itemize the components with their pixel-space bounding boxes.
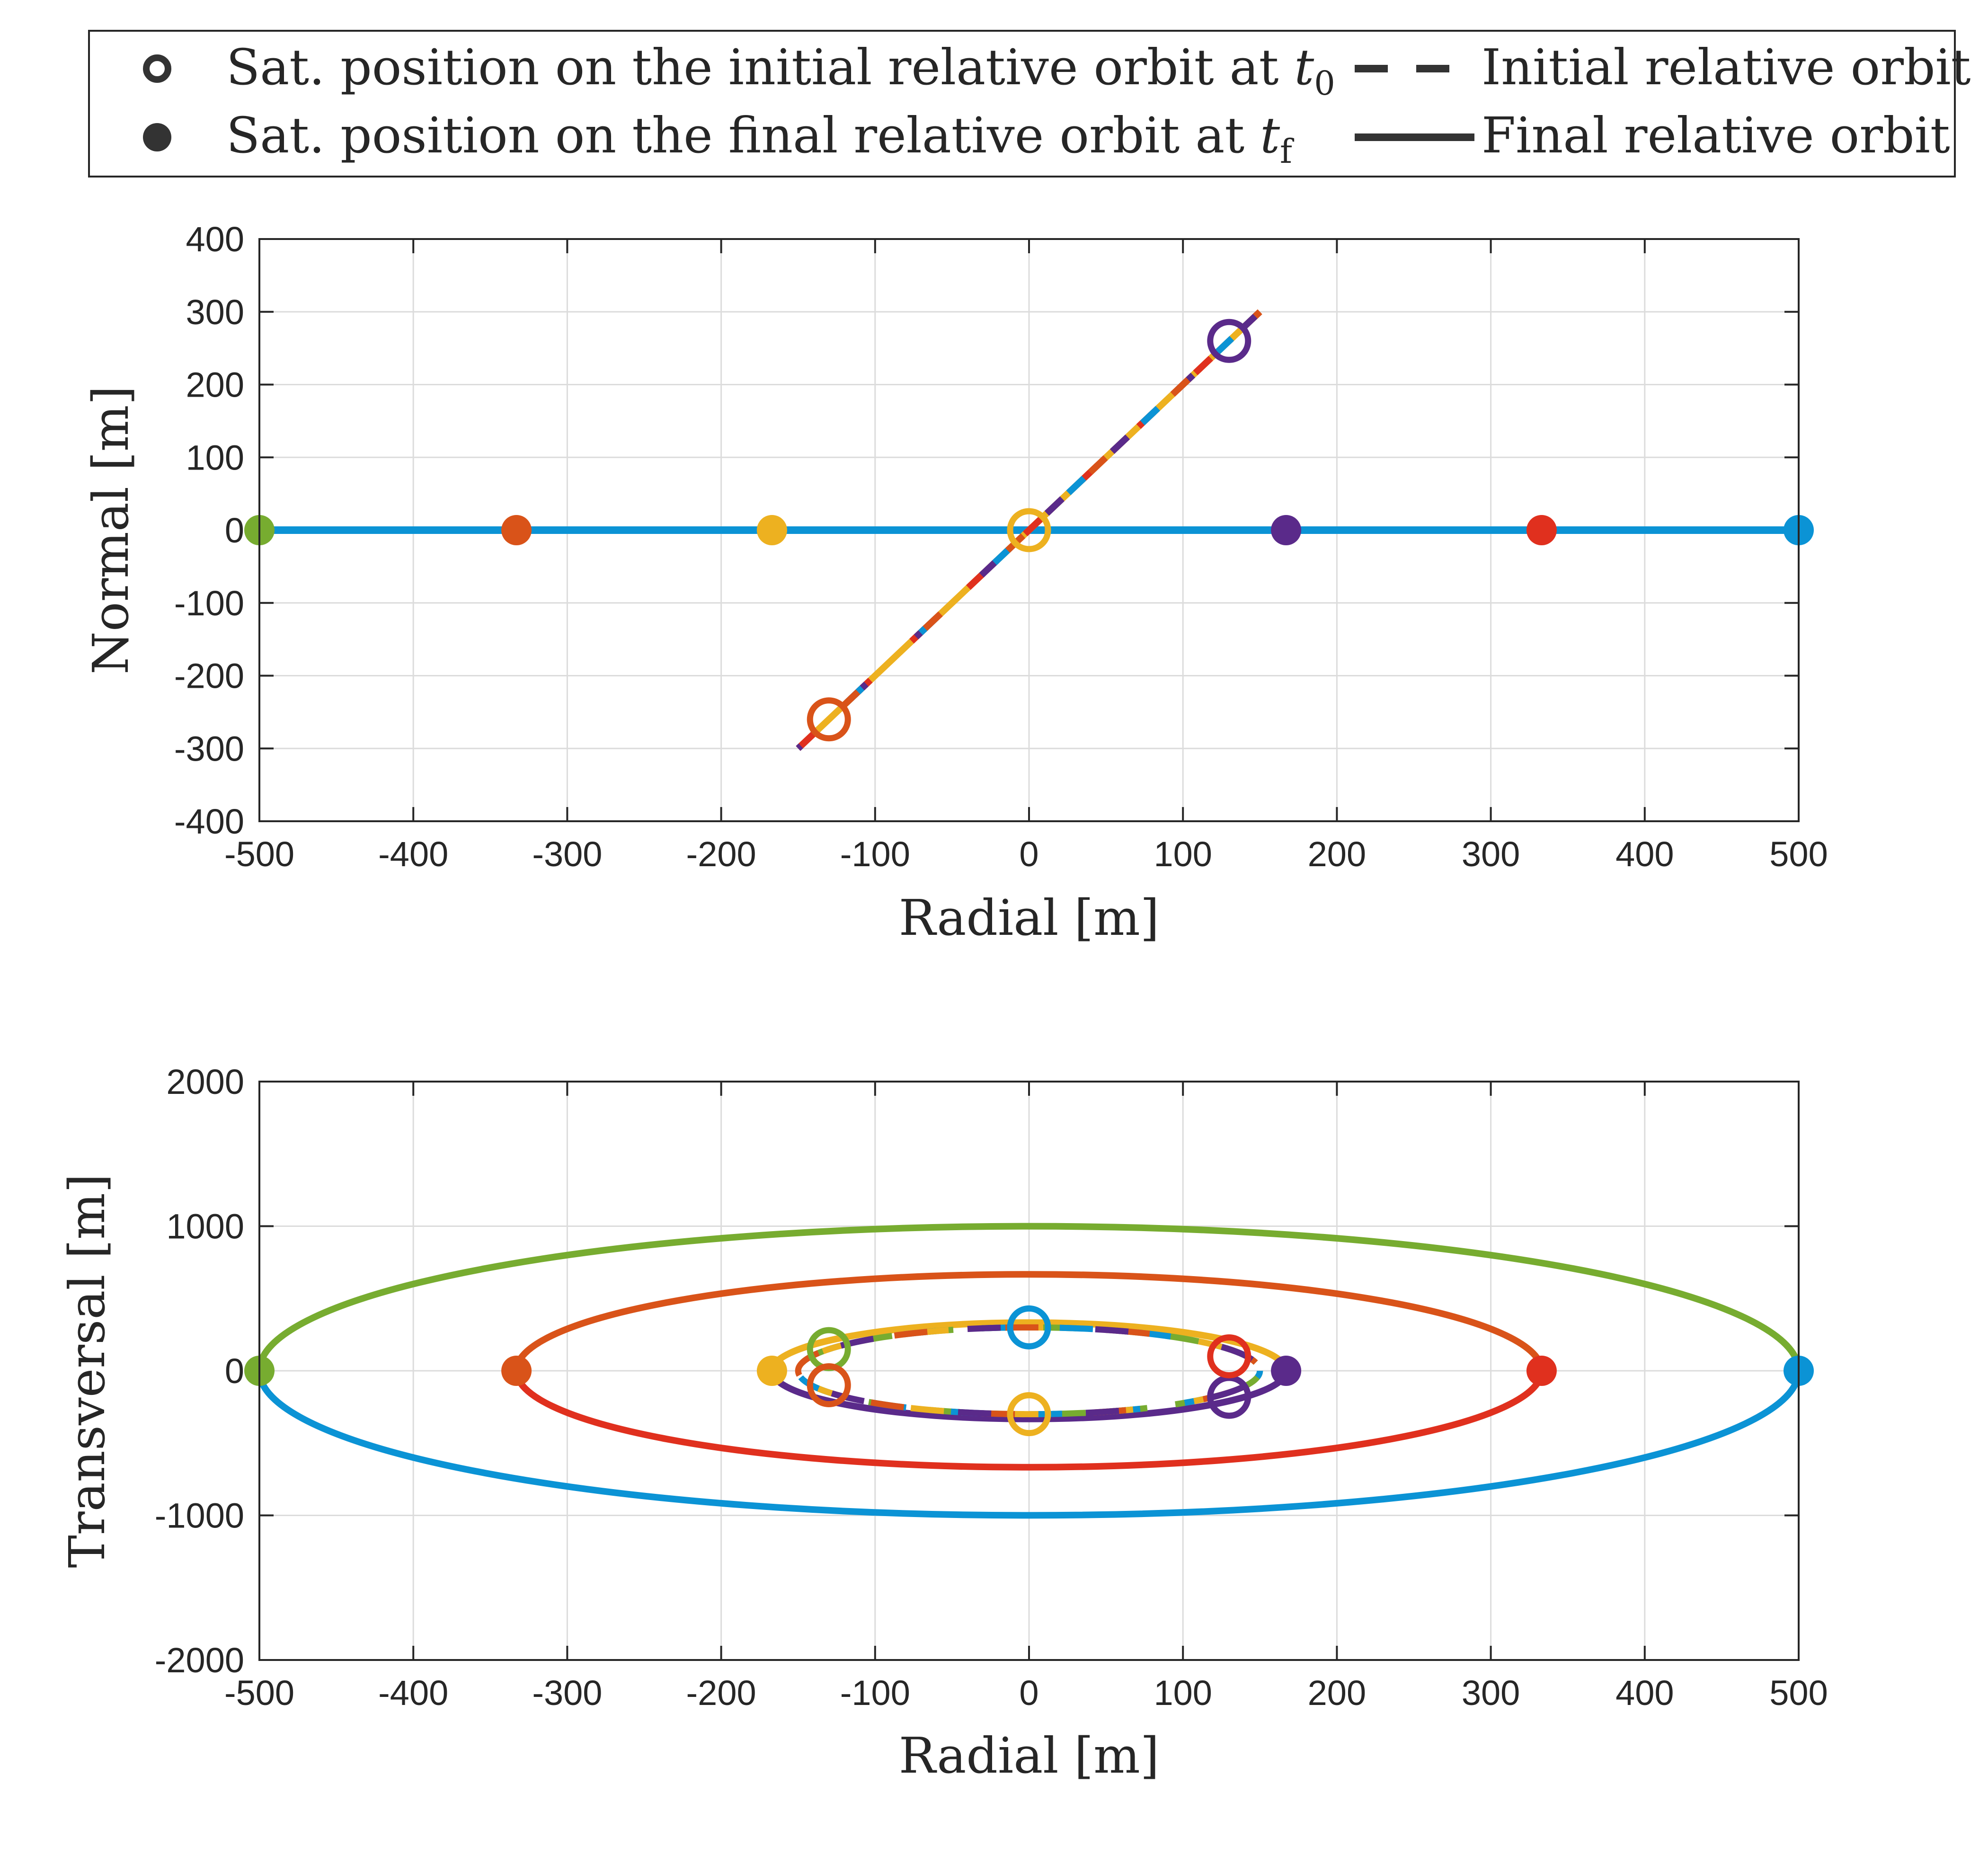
x-tick-label: -100	[840, 834, 910, 874]
x-tick-label: -200	[686, 1673, 756, 1713]
y-tick-label: 0	[225, 511, 244, 550]
x-tick-label: -400	[378, 834, 448, 874]
initial-orbit-ellipse	[795, 1324, 1263, 1418]
final-orbit-lower	[768, 1370, 1290, 1422]
plot-data	[244, 1223, 1814, 1519]
tick-labels: -500 -400 -300 -200 -100 0 100 200 300 400 500-400…	[174, 220, 1828, 874]
x-tick-label: -300	[532, 1673, 602, 1713]
x-tick-label: 100	[1154, 1673, 1212, 1713]
x-tick-label: 400	[1615, 1673, 1674, 1713]
initial-position-marker	[1207, 319, 1251, 363]
y-tick-label: -400	[174, 802, 244, 841]
x-tick-label: -300	[532, 834, 602, 874]
y-axis-label: Transversal [m]	[58, 1174, 116, 1568]
axes-frame	[258, 1081, 1800, 1661]
initial-position-marker	[807, 1363, 851, 1408]
final-orbit-upper	[256, 1223, 1802, 1371]
final-position-marker	[501, 1356, 532, 1386]
initial-position-marker	[1007, 1305, 1051, 1349]
legend: Sat. position on the initial relative or…	[88, 30, 1971, 178]
final-position-marker	[1526, 515, 1557, 545]
final-orbit-upper	[513, 1271, 1545, 1371]
x-tick-label: 0	[1019, 834, 1038, 874]
y-tick-label: 300	[186, 293, 244, 332]
final-orbit-lower	[256, 1370, 1802, 1519]
x-axis-label: Radial [m]	[899, 1727, 1160, 1784]
final-position-marker	[1271, 515, 1302, 545]
x-tick-label: 500	[1769, 834, 1828, 874]
transversal-vs-radial-plot: -500 -400 -300 -200 -100 0 100 200 300 400 500-200…	[58, 1062, 1828, 1784]
initial-position-marker	[1207, 1334, 1251, 1378]
open-marker-icon	[143, 54, 171, 83]
x-tick-label: -400	[378, 1673, 448, 1713]
legend-initial-orbit: Initial relative orbit	[1482, 38, 1971, 96]
x-axis-label: Radial [m]	[899, 889, 1160, 947]
x-tick-label: -200	[686, 834, 756, 874]
filled-marker-icon	[143, 123, 171, 151]
x-tick-label: 200	[1308, 834, 1366, 874]
legend-final-marker: Sat. position on the final relative orbi…	[226, 107, 1295, 171]
initial-position-marker	[807, 697, 851, 742]
x-tick-label: 300	[1462, 1673, 1520, 1713]
y-tick-label: -2000	[155, 1641, 244, 1680]
initial-position-marker	[1007, 1392, 1051, 1437]
x-tick-label: 200	[1308, 1673, 1366, 1713]
x-tick-label: 300	[1462, 834, 1520, 874]
x-tick-label: 400	[1615, 834, 1674, 874]
y-tick-label: 400	[186, 220, 244, 259]
axes-frame	[258, 238, 1800, 822]
y-tick-label: 2000	[166, 1062, 244, 1101]
normal-vs-radial-plot: -500 -400 -300 -200 -100 0 100 200 300 400 500-400…	[82, 220, 1828, 947]
final-position-marker	[756, 1356, 787, 1386]
x-tick-label: -500	[224, 1673, 294, 1713]
y-tick-label: -200	[174, 657, 244, 696]
y-tick-label: 0	[225, 1351, 244, 1391]
y-tick-label: -300	[174, 729, 244, 768]
x-tick-label: 500	[1769, 1673, 1828, 1713]
plot-data	[244, 309, 1814, 751]
legend-initial-marker: Sat. position on the initial relative or…	[226, 38, 1335, 103]
initial-orbit-line	[796, 309, 1262, 751]
y-tick-label: 1000	[166, 1207, 244, 1246]
final-position-marker	[756, 515, 787, 545]
initial-orbit-line	[796, 309, 1262, 751]
y-tick-label: -100	[174, 584, 244, 623]
final-position-marker	[1526, 1356, 1557, 1386]
x-tick-label: 0	[1019, 1673, 1038, 1713]
final-position-marker	[501, 515, 532, 545]
x-tick-label: -100	[840, 1673, 910, 1713]
initial-position-marker	[1007, 508, 1051, 552]
final-orbit-lower	[513, 1370, 1545, 1471]
y-axis-label: Normal [m]	[82, 386, 140, 675]
legend-final-orbit: Final relative orbit	[1482, 107, 1950, 164]
y-tick-label: -1000	[155, 1496, 244, 1536]
legend-box	[88, 30, 1956, 178]
final-orbit-upper	[768, 1319, 1290, 1371]
final-position-marker	[1271, 1356, 1302, 1386]
tick-labels: -500 -400 -300 -200 -100 0 100 200 300 400 500-200…	[155, 1062, 1828, 1713]
y-tick-label: 200	[186, 365, 244, 405]
x-tick-label: -500	[224, 834, 294, 874]
y-tick-label: 100	[186, 438, 244, 477]
x-tick-label: 100	[1154, 834, 1212, 874]
